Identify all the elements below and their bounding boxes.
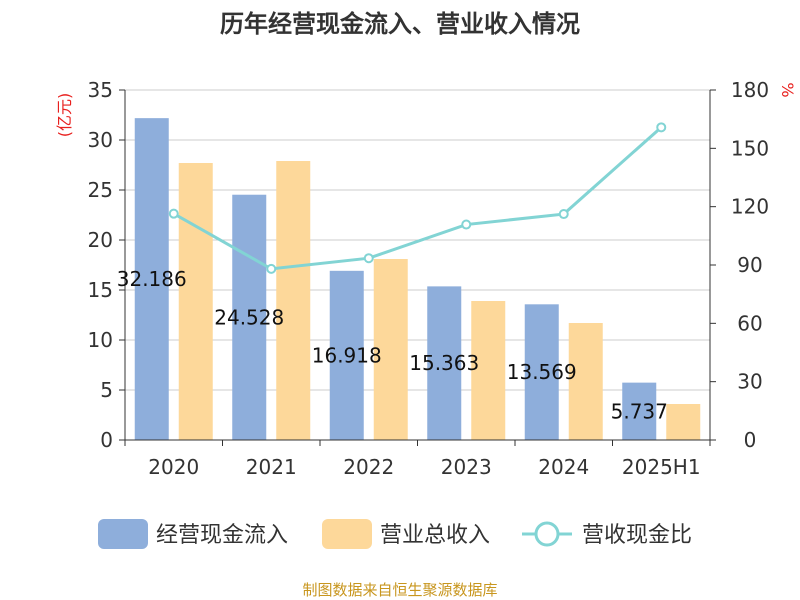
bar-cash-inflow [524, 304, 559, 440]
bar-data-label: 13.569 [507, 360, 577, 384]
left-tick-label: 35 [88, 78, 113, 102]
bar-cash-inflow [329, 270, 364, 440]
left-tick-label: 5 [100, 378, 113, 402]
chart-title: 历年经营现金流入、营业收入情况 [220, 10, 580, 38]
right-tick-label: 60 [737, 311, 762, 335]
bar-cash-inflow [427, 286, 462, 440]
legend-swatch-revenue [322, 519, 372, 549]
left-tick-label: 0 [100, 428, 113, 452]
bar-revenue [276, 161, 311, 440]
x-tick-label: 2020 [148, 455, 199, 479]
right-tick-label: 90 [737, 253, 762, 277]
right-tick-label: 0 [744, 428, 757, 452]
ratio-point [168, 208, 179, 219]
x-tick-label: 2021 [246, 455, 297, 479]
x-tick-label: 2022 [343, 455, 394, 479]
left-tick-label: 10 [88, 328, 113, 352]
bar-cash-inflow [134, 118, 169, 440]
ratio-line [168, 122, 667, 274]
bar-cash-inflow [622, 382, 657, 440]
source-note: 制图数据来自恒生聚源数据库 [302, 581, 497, 599]
x-tick-label: 2023 [441, 455, 492, 479]
left-tick-label: 25 [88, 178, 113, 202]
left-tick-label: 20 [88, 228, 113, 252]
ratio-point [656, 122, 667, 133]
bar-data-label: 32.186 [117, 267, 187, 291]
bar-revenue [568, 323, 603, 440]
ratio-point [363, 253, 374, 264]
ratio-point [266, 263, 277, 274]
left-tick-label: 15 [88, 278, 113, 302]
right-tick-label: 120 [731, 195, 769, 219]
bar-data-label: 24.528 [214, 305, 284, 329]
legend: 经营现金流入 营业总收入 营收现金比 [98, 519, 692, 549]
legend-label-ratio: 营收现金比 [582, 523, 692, 548]
bar-revenue [373, 259, 408, 440]
right-tick-label: 30 [737, 370, 762, 394]
right-tick-label: 180 [731, 78, 769, 102]
ratio-line-path [173, 126, 663, 271]
ratio-point [461, 219, 472, 230]
legend-marker-ratio [534, 521, 560, 547]
x-tick-label: 2025H1 [622, 455, 701, 479]
bar-revenue [471, 301, 506, 440]
bar-revenue [178, 163, 213, 440]
ratio-point [558, 209, 569, 220]
bar-revenue [666, 404, 701, 440]
right-axis-unit: % [778, 82, 797, 97]
bar-data-label: 15.363 [409, 351, 479, 375]
legend-label-revenue: 营业总收入 [380, 523, 490, 548]
axes: 0 5 10 15 20 25 30 35 0 30 60 90 120 150 180 2020 2021 20… [88, 78, 770, 479]
x-tick-label: 2024 [538, 455, 589, 479]
bar-data-label: 5.737 [611, 399, 668, 423]
bar-cash-inflow [232, 194, 267, 440]
data-labels: 32.186 24.528 16.918 15.363 13.569 5.737 [117, 267, 668, 423]
left-axis-unit: (亿元) [55, 93, 74, 138]
legend-label-cash-inflow: 经营现金流入 [156, 523, 288, 548]
bars [134, 118, 701, 440]
legend-swatch-cash-inflow [98, 519, 148, 549]
bar-data-label: 16.918 [312, 343, 382, 367]
right-tick-label: 150 [731, 136, 769, 160]
left-tick-label: 30 [88, 128, 113, 152]
